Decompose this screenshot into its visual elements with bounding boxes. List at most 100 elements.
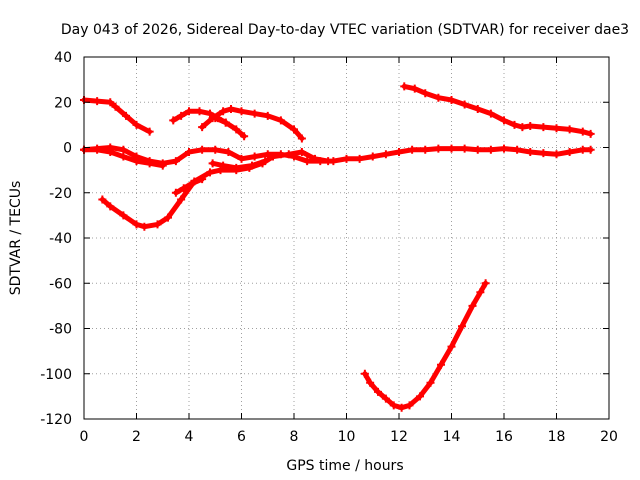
data-point [586,129,595,138]
data-point [145,127,154,136]
data-point [586,145,595,154]
data-point [476,288,485,297]
series-line [173,176,205,196]
series-s11 [360,279,490,412]
chart-title: Day 043 of 2026, Sidereal Day-to-day VTE… [61,22,629,38]
data-point [93,145,102,154]
data-point [232,125,241,134]
x-tick-label: 2 [132,429,141,445]
data-point [539,149,548,158]
data-point [389,401,398,410]
data-point [185,148,193,157]
data-point [177,195,186,204]
data-point [171,157,180,166]
data-point [284,150,293,159]
x-tick-label: 16 [495,429,513,445]
data-point [237,154,246,163]
data-point [221,118,230,127]
data-point [311,154,319,163]
data-point [434,144,443,153]
x-tick-label: 12 [390,429,408,445]
data-point [578,127,587,136]
data-point [198,175,207,184]
data-point [132,120,141,129]
y-tick-label: 20 [54,95,72,111]
data-point [374,387,382,396]
y-tick-label: -60 [49,276,72,292]
x-tick-label: 10 [338,429,356,445]
series-line [401,83,594,137]
series-line [81,145,594,166]
data-point [263,150,272,159]
data-point [208,159,217,168]
data-point [132,157,141,166]
data-point [119,145,128,154]
axis-ticks: 0 2 4 6 8 10 12 14 16 18 20 -120 -100 -80 -60 -40 -20 0 20… [40,50,618,445]
series-s6 [198,105,306,143]
data-point [437,360,445,369]
data-point [171,188,180,197]
series-s9 [208,157,270,172]
data-point [526,148,535,157]
data-point [211,114,220,123]
data-point [164,213,172,222]
data-point [153,220,162,229]
data-point [158,161,167,170]
data-point [486,145,495,154]
data-point [434,93,443,102]
data-point [187,179,196,188]
data-point [458,322,466,331]
data-point [447,144,456,153]
series-line [199,106,305,141]
series-s8 [171,175,207,197]
data-point [106,202,115,211]
data-point [410,84,419,93]
data-point [177,111,186,120]
data-point [132,220,141,229]
x-axis-label: GPS time / hours [286,458,403,474]
data-point [93,97,102,106]
y-tick-label: 40 [54,50,72,66]
x-tick-label: 0 [80,429,89,445]
data-point [169,116,178,125]
data-point [106,148,115,157]
data-point [261,157,270,166]
data-point [111,102,120,111]
data-point [227,105,235,114]
data-point [237,107,246,116]
data-point [276,116,285,125]
data-point [240,132,249,141]
x-tick-label: 14 [443,429,461,445]
data-point [250,109,259,118]
data-point [198,123,207,132]
data-point [405,401,414,410]
series-line [212,115,247,139]
data-point [565,125,574,134]
data-point [510,120,519,129]
data-point [263,111,272,120]
grid-lines [84,57,609,419]
y-axis-label: SDTVAR / TECUs [8,181,24,296]
data-point [355,154,364,163]
y-tick-label: -80 [49,322,72,338]
data-point [408,145,417,154]
x-tick-label: 8 [290,429,299,445]
data-point [119,211,128,220]
data-point [421,89,430,98]
data-point [395,148,403,157]
data-point [526,122,535,131]
data-point [224,148,233,157]
data-point [552,150,561,159]
data-point [500,144,508,153]
data-point [206,168,214,177]
data-point [416,392,424,401]
data-point [140,222,149,231]
data-point [473,145,482,154]
x-tick-label: 20 [600,429,618,445]
data-point [211,145,220,154]
data-point [145,159,154,168]
data-point [513,145,522,154]
data-point [447,95,456,104]
data-point [565,148,574,157]
